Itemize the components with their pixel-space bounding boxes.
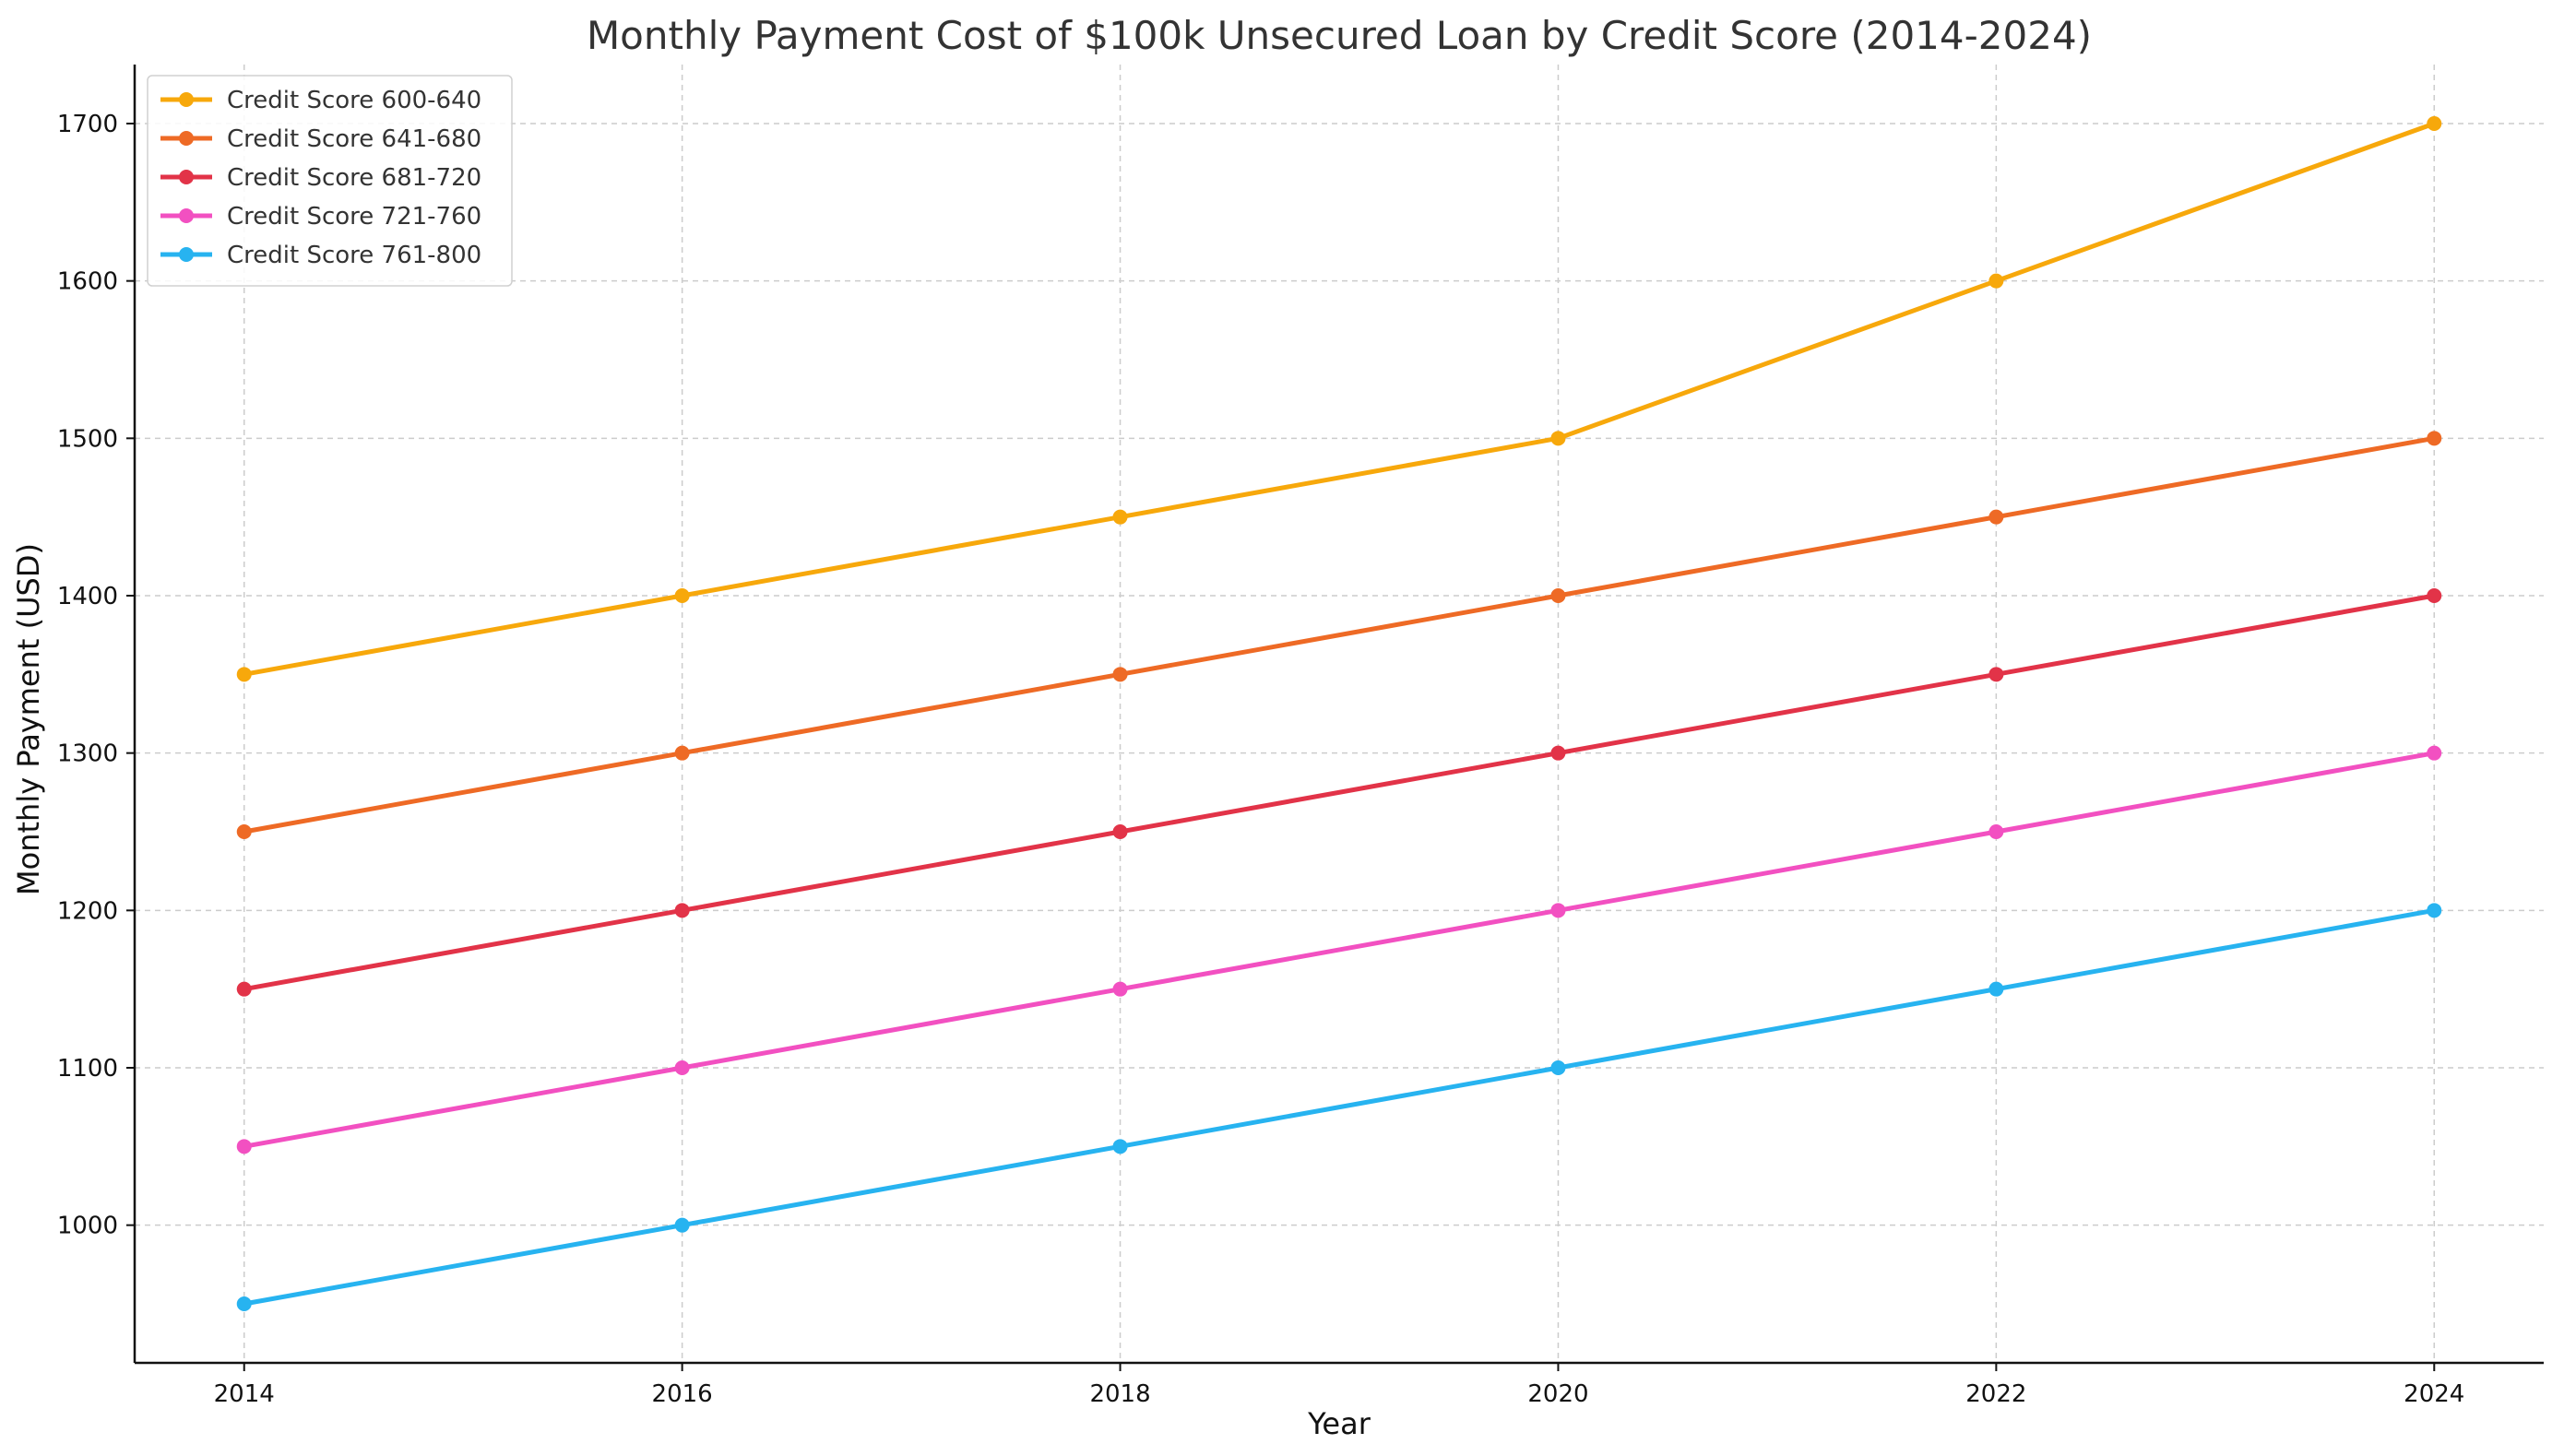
data-point: [1112, 509, 1128, 525]
series-line: [242, 593, 2437, 992]
data-point: [2427, 431, 2442, 446]
data-point: [2427, 903, 2442, 918]
legend-label: Credit Score 600-640: [227, 87, 481, 114]
ticks-layer: 2014 2016 2018 2020 2022 2024 1000 1100 1200 1300…: [57, 111, 2465, 1408]
chart-title: Monthly Payment Cost of $100k Unsecured …: [587, 13, 2092, 58]
series-line: [242, 121, 2437, 677]
legend-item: Credit Score 761-800: [160, 242, 481, 269]
data-point: [674, 1217, 690, 1233]
series-line: [242, 751, 2437, 1149]
y-tick-label: 1600: [57, 268, 118, 296]
legend-swatch-marker: [179, 92, 194, 107]
data-point: [674, 588, 690, 603]
legend-label: Credit Score 681-720: [227, 164, 481, 192]
y-tick-label: 1300: [57, 740, 118, 768]
data-point: [1550, 588, 1566, 603]
data-point: [1112, 824, 1128, 839]
series-2: [236, 431, 2442, 839]
data-point: [1988, 273, 2004, 289]
x-tick-label: 2022: [1965, 1380, 2026, 1408]
legend-label: Credit Score 641-680: [227, 125, 481, 153]
data-point: [1550, 431, 1566, 446]
legend-swatch-marker: [179, 247, 194, 262]
legend-item: Credit Score 721-760: [160, 203, 481, 231]
x-tick-label: 2018: [1089, 1380, 1150, 1408]
data-point: [1112, 981, 1128, 997]
data-point: [2427, 588, 2442, 603]
legend-label: Credit Score 761-800: [227, 242, 481, 269]
data-point: [1550, 903, 1566, 918]
data-point: [2427, 745, 2442, 761]
y-tick-label: 1500: [57, 425, 118, 453]
legend-swatch-marker: [179, 131, 194, 146]
data-point: [236, 1139, 252, 1154]
series-3: [236, 588, 2442, 997]
y-axis-label: Monthly Payment (USD): [11, 543, 46, 895]
x-tick-label: 2024: [2404, 1380, 2464, 1408]
y-tick-label: 1100: [57, 1055, 118, 1083]
legend-item: Credit Score 681-720: [160, 164, 481, 192]
y-tick-label: 1400: [57, 583, 118, 610]
y-tick-label: 1700: [57, 111, 118, 138]
series-line: [242, 907, 2437, 1307]
data-point: [236, 667, 252, 682]
series-layer: [236, 116, 2442, 1311]
data-point: [1112, 667, 1128, 682]
x-tick-label: 2016: [652, 1380, 713, 1408]
data-point: [674, 903, 690, 918]
x-axis-label: Year: [1307, 1406, 1371, 1441]
x-tick-label: 2020: [1527, 1380, 1588, 1408]
legend: Credit Score 600-640 Credit Score 641-680…: [147, 75, 513, 287]
data-point: [236, 1296, 252, 1311]
data-point: [236, 824, 252, 839]
legend-swatch-marker: [179, 208, 194, 223]
legend-item: Credit Score 641-680: [160, 125, 481, 153]
data-point: [1550, 1060, 1566, 1075]
data-point: [1988, 509, 2004, 525]
data-point: [1988, 981, 2004, 997]
y-tick-label: 1200: [57, 897, 118, 925]
data-point: [1988, 667, 2004, 682]
data-point: [1112, 1139, 1128, 1154]
series-4: [236, 745, 2442, 1154]
data-point: [1550, 745, 1566, 761]
series-5: [236, 903, 2442, 1311]
series-1: [236, 116, 2442, 682]
legend-label: Credit Score 721-760: [227, 203, 481, 231]
series-line: [242, 435, 2437, 835]
legend-item: Credit Score 600-640: [160, 87, 481, 114]
data-point: [236, 981, 252, 997]
data-point: [2427, 116, 2442, 131]
legend-swatch-marker: [179, 170, 194, 184]
data-point: [1988, 824, 2004, 839]
data-point: [674, 745, 690, 761]
x-tick-label: 2014: [214, 1380, 275, 1408]
legend-box: [147, 75, 513, 287]
data-point: [674, 1060, 690, 1075]
y-tick-label: 1000: [57, 1213, 118, 1240]
